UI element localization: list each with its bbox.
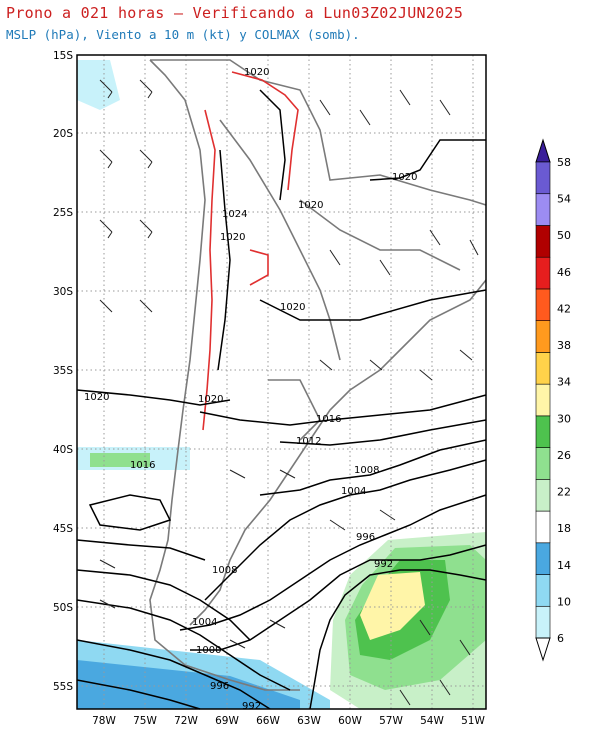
colorbar-tick-label: 46 <box>557 266 571 279</box>
lat-axis: 15S 20S 25S 30S 35S 40S 45S 50S 55S <box>53 50 73 693</box>
map-border <box>76 54 487 710</box>
colorbar-segment <box>535 256 551 290</box>
lat-tick-label: 40S <box>53 444 73 456</box>
isobar-label: 996 <box>356 532 375 543</box>
lat-tick-label: 15S <box>53 50 73 62</box>
colorbar-segment <box>535 542 551 575</box>
colorbar-segment <box>535 415 551 448</box>
colorbar-tick-label: 14 <box>557 559 571 572</box>
colorbar-segment <box>535 479 551 512</box>
lon-tick-label: 66W <box>256 715 280 727</box>
isobars <box>76 89 487 710</box>
isobar-label: 1004 <box>341 486 366 497</box>
colorbar-tick-label: 38 <box>557 339 571 352</box>
colorbar-tick-label: 6 <box>557 632 564 645</box>
lon-tick-label: 57W <box>379 715 403 727</box>
colorbar: 6 10 14 18 22 26 30 34 38 42 46 50 54 58 <box>535 138 571 662</box>
colorbar-segment <box>535 352 551 385</box>
colorbar-tick-label: 22 <box>557 486 571 499</box>
map-subtitle: MSLP (hPa), Viento a 10 m (kt) y COLMAX … <box>6 27 360 42</box>
wind-barbs <box>99 79 479 706</box>
colorbar-segment <box>535 320 551 353</box>
isobar-label: 1020 <box>392 172 417 183</box>
colorbar-segment <box>535 605 551 639</box>
lat-tick-label: 30S <box>53 286 73 298</box>
coastline <box>149 59 487 691</box>
isobar-label: 1020 <box>298 200 323 211</box>
colorbar-segment <box>535 225 551 258</box>
colorbar-segment <box>535 161 551 195</box>
isobar-label: 1016 <box>130 460 155 471</box>
isobar-label: 1008 <box>212 565 237 576</box>
lat-tick-label: 25S <box>53 207 73 219</box>
isobar-label: 1000 <box>196 645 221 656</box>
isobar-label: 1020 <box>280 302 305 313</box>
lon-tick-label: 51W <box>461 715 485 727</box>
lon-tick-label: 75W <box>133 715 157 727</box>
lat-tick-label: 35S <box>53 365 73 377</box>
lon-tick-label: 69W <box>215 715 239 727</box>
map-title: Prono a 021 horas — Verificando a Lun03Z… <box>6 4 464 22</box>
lat-tick-label: 55S <box>53 681 73 693</box>
lat-tick-label: 50S <box>53 602 73 614</box>
colorbar-segment <box>535 510 551 544</box>
isobar-label: 1020 <box>84 392 109 403</box>
colorbar-tick-label: 42 <box>557 302 571 315</box>
colorbar-bottom-arrow <box>535 637 551 662</box>
colorbar-tick-label: 34 <box>557 376 571 389</box>
isobar-label: 1024 <box>222 209 247 220</box>
colorbar-tick-label: 18 <box>557 522 571 535</box>
colorbar-tick-label: 58 <box>557 156 571 169</box>
lon-tick-label: 54W <box>420 715 444 727</box>
isobar-label: 1008 <box>354 465 379 476</box>
colorbar-segment <box>535 447 551 480</box>
lon-tick-label: 78W <box>92 715 116 727</box>
colorbar-tick-label: 50 <box>557 229 571 242</box>
lon-tick-label: 60W <box>338 715 362 727</box>
isobar-label: 996 <box>210 681 229 692</box>
lat-tick-label: 45S <box>53 523 73 535</box>
isobar-label: 992 <box>242 701 261 712</box>
colorbar-segment <box>535 288 551 321</box>
isobar-label: 1020 <box>220 232 245 243</box>
colorbar-top-arrow <box>535 138 551 163</box>
colorbar-tick-label: 30 <box>557 412 571 425</box>
lon-tick-label: 63W <box>297 715 321 727</box>
colorbar-segment <box>535 383 551 417</box>
isobar-label: 1020 <box>244 67 269 78</box>
colorbar-segment <box>535 193 551 226</box>
isobar-label: 1016 <box>316 414 341 425</box>
terrain-contours <box>202 71 299 431</box>
isobar-label: 1004 <box>192 617 217 628</box>
isobar-label: 1020 <box>198 394 223 405</box>
isobar-label: 992 <box>374 559 393 570</box>
colorbar-tick-label: 54 <box>557 193 571 206</box>
lat-tick-label: 20S <box>53 128 73 140</box>
colorbar-segment <box>535 574 551 607</box>
lon-tick-label: 72W <box>174 715 198 727</box>
colorbar-tick-label: 10 <box>557 595 571 608</box>
colorbar-tick-label: 26 <box>557 449 571 462</box>
lon-axis: 78W 75W 72W 69W 66W 63W 60W 57W 54W 51W <box>92 715 485 727</box>
isobar-label-group: 1020 1020 1024 1020 1020 1020 1020 1020 … <box>84 67 417 712</box>
isobar-label: 1012 <box>296 436 321 447</box>
